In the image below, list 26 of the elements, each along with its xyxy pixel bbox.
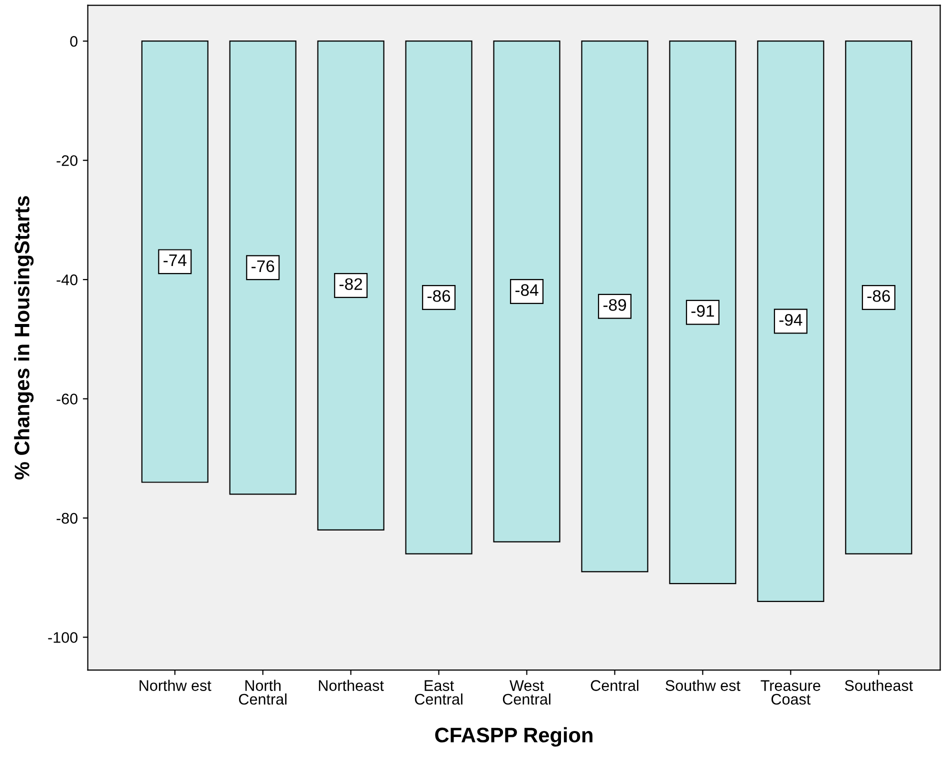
x-tick-label: East Central (414, 680, 462, 705)
x-tick-label: Northw est (140, 680, 212, 691)
data-label: -86 (427, 290, 450, 302)
x-tick-label: Treasure Coast (760, 680, 820, 705)
y-tick-label: 0 (70, 36, 78, 47)
x-tick-label: North Central (239, 680, 286, 705)
x-tick-label: Northeast (318, 680, 384, 691)
data-label: -74 (164, 254, 186, 266)
data-label: -86 (867, 290, 890, 302)
data-label: -84 (515, 284, 538, 296)
data-label: -91 (691, 305, 714, 317)
y-tick-label: -100 (48, 632, 78, 643)
data-label: -94 (779, 314, 802, 326)
y-tick-label: -40 (56, 274, 78, 286)
data-label: -76 (252, 260, 274, 272)
y-tick-label: -20 (56, 155, 78, 166)
x-tick-label: Central (590, 680, 638, 691)
x-tick-label: Southw est (666, 680, 740, 691)
y-tick-label: -80 (56, 512, 78, 524)
data-label: -89 (603, 299, 626, 311)
data-label: -82 (340, 278, 362, 290)
x-tick-label: Southeast (844, 680, 913, 691)
x-axis-title: CFASPP Region (435, 727, 592, 747)
x-tick-label: West Central (502, 680, 550, 705)
y-tick-label: -60 (56, 394, 78, 404)
y-axis-title: % Changes in HousingStarts (14, 196, 34, 480)
